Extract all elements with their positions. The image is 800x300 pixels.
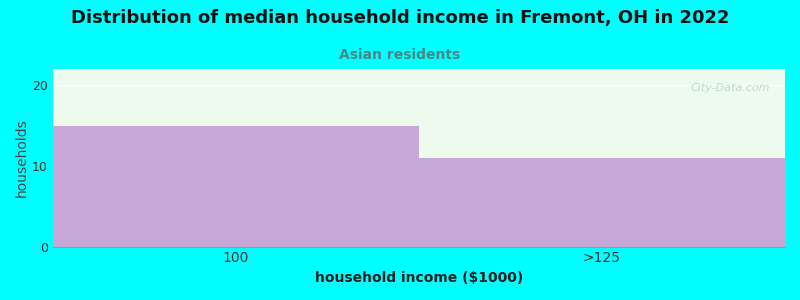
Text: Distribution of median household income in Fremont, OH in 2022: Distribution of median household income …: [70, 9, 730, 27]
Text: Asian residents: Asian residents: [339, 48, 461, 62]
X-axis label: household income ($1000): household income ($1000): [314, 271, 523, 285]
Bar: [53, 125, 418, 247]
Bar: [418, 158, 785, 247]
Y-axis label: households: households: [15, 118, 29, 197]
Text: City-Data.com: City-Data.com: [691, 83, 770, 93]
